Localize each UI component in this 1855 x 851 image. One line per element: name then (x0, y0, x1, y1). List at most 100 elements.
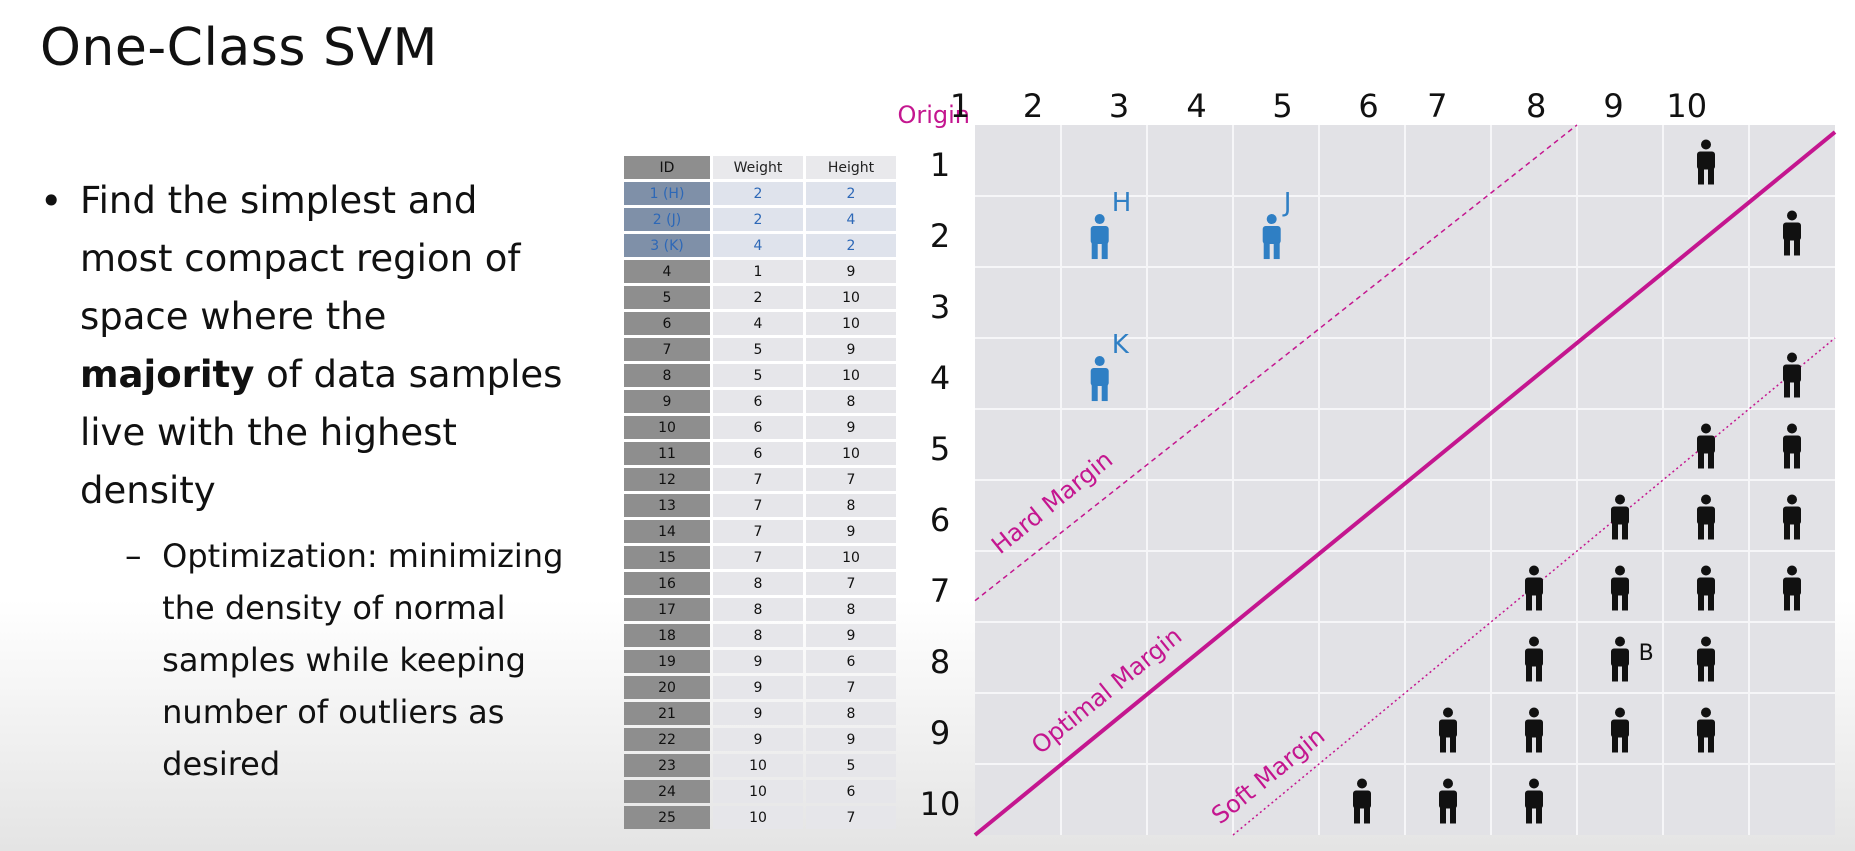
cell-weight: 9 (713, 728, 803, 751)
cell-height: 10 (806, 546, 896, 569)
cell-weight: 7 (713, 494, 803, 517)
cell-weight: 6 (713, 442, 803, 465)
row-label: 4 (930, 359, 950, 397)
row-label: 5 (930, 430, 950, 468)
table-header-row: ID Weight Height (624, 156, 896, 179)
person-icon (1783, 423, 1801, 469)
table-row: 13 7 8 (624, 494, 896, 517)
cell-height: 2 (806, 182, 896, 205)
cell-id: 19 (624, 650, 710, 673)
table-row: 21 9 8 (624, 702, 896, 725)
cell-weight: 8 (713, 572, 803, 595)
column-header-id: ID (624, 156, 710, 179)
cell-id: 8 (624, 364, 710, 387)
cell-id: 16 (624, 572, 710, 595)
cell-height: 10 (806, 286, 896, 309)
cell-id: 6 (624, 312, 710, 335)
cell-id: 13 (624, 494, 710, 517)
person-icon (1611, 494, 1629, 540)
cell-weight: 2 (713, 182, 803, 205)
cell-weight: 10 (713, 806, 803, 829)
cell-height: 10 (806, 364, 896, 387)
bullet-main-text: Find the simplest and most compact regio… (80, 179, 563, 512)
table-row: 14 7 9 (624, 520, 896, 543)
table-row: 8 5 10 (624, 364, 896, 387)
cell-weight: 2 (713, 208, 803, 231)
cell-weight: 9 (713, 676, 803, 699)
table-row: 11 6 10 (624, 442, 896, 465)
person-icon (1353, 778, 1371, 824)
cell-height: 8 (806, 702, 896, 725)
cell-id: 7 (624, 338, 710, 361)
cell-id: 15 (624, 546, 710, 569)
cell-weight: 8 (713, 598, 803, 621)
cell-height: 9 (806, 624, 896, 647)
cell-weight: 9 (713, 650, 803, 673)
cell-height: 9 (806, 338, 896, 361)
cell-height: 9 (806, 520, 896, 543)
blue-point-label: H (1112, 188, 1132, 218)
row-label: 8 (930, 643, 950, 681)
table-row: 17 8 8 (624, 598, 896, 621)
cell-weight: 4 (713, 312, 803, 335)
bold-word: majority (80, 353, 255, 396)
cell-weight: 10 (713, 780, 803, 803)
table-row: 5 2 10 (624, 286, 896, 309)
cell-weight: 5 (713, 364, 803, 387)
person-icon (1697, 139, 1715, 185)
cell-weight: 9 (713, 702, 803, 725)
cell-height: 9 (806, 416, 896, 439)
person-icon (1697, 565, 1715, 611)
cell-height: 7 (806, 468, 896, 491)
blue-person-icon (1090, 214, 1109, 260)
column-header-height: Height (806, 156, 896, 179)
person-icon (1439, 778, 1457, 824)
person-icon (1525, 707, 1543, 753)
cell-id: 12 (624, 468, 710, 491)
column-label: 1 (950, 87, 970, 125)
column-header-weight: Weight (713, 156, 803, 179)
cell-height: 8 (806, 494, 896, 517)
cell-weight: 7 (713, 546, 803, 569)
hard-margin-line (974, 124, 1578, 602)
cell-id: 23 (624, 754, 710, 777)
row-label: 3 (930, 288, 950, 326)
point-b-label: B (1639, 641, 1654, 666)
table-row: 20 9 7 (624, 676, 896, 699)
table-row: 25 10 7 (624, 806, 896, 829)
cell-weight: 5 (713, 338, 803, 361)
table-row: 12 7 7 (624, 468, 896, 491)
cell-id: 22 (624, 728, 710, 751)
blue-person-icon (1090, 356, 1109, 402)
cell-id: 20 (624, 676, 710, 699)
person-icon (1783, 565, 1801, 611)
column-label: 2 (1023, 87, 1043, 125)
column-label: 7 (1427, 87, 1447, 125)
cell-weight: 8 (713, 624, 803, 647)
person-icon (1783, 352, 1801, 398)
cell-id: 2 (J) (624, 208, 710, 231)
person-icon (1697, 636, 1715, 682)
row-label: 10 (920, 785, 961, 823)
cell-id: 18 (624, 624, 710, 647)
person-icon (1525, 636, 1543, 682)
table-row: 23 10 5 (624, 754, 896, 777)
table-row: 2 (J) 2 4 (624, 208, 896, 231)
cell-weight: 1 (713, 260, 803, 283)
person-icon (1525, 565, 1543, 611)
cell-height: 6 (806, 650, 896, 673)
table-row: 18 8 9 (624, 624, 896, 647)
cell-height: 10 (806, 442, 896, 465)
cell-id: 14 (624, 520, 710, 543)
person-icon (1439, 707, 1457, 753)
person-icon (1697, 423, 1715, 469)
column-label: 5 (1272, 87, 1292, 125)
cell-weight: 7 (713, 520, 803, 543)
cell-id: 5 (624, 286, 710, 309)
slide-title: One-Class SVM (40, 18, 438, 78)
cell-id: 4 (624, 260, 710, 283)
data-table: ID Weight Height 1 (H) 2 2 2 (J) 2 4 3 (K) 4 2 4 1… (621, 153, 899, 832)
table-row: 15 7 10 (624, 546, 896, 569)
